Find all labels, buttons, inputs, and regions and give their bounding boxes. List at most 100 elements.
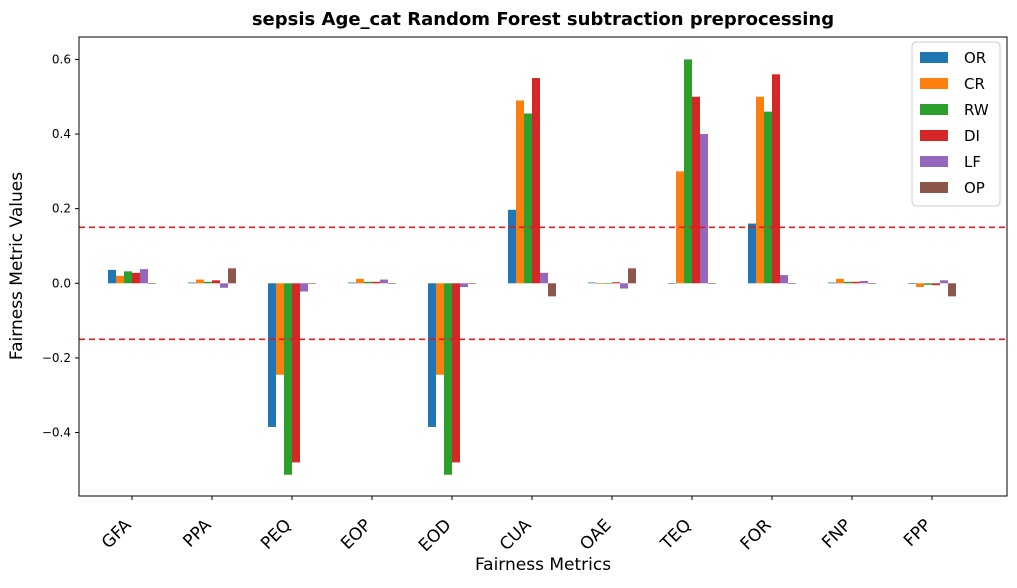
bar-di-fnp <box>852 281 860 284</box>
bar-op-oae <box>628 268 636 284</box>
bar-lf-fpp <box>940 280 948 284</box>
bar-lf-oae <box>620 283 628 289</box>
bar-lf-eop <box>380 279 388 284</box>
bar-or-eod <box>428 283 436 427</box>
legend-label-cr: CR <box>964 75 985 93</box>
bar-lf-peq <box>300 283 308 292</box>
x-tick-label: FNP <box>818 515 855 552</box>
bar-op-gfa <box>148 283 156 284</box>
x-tick-label: CUA <box>496 515 536 555</box>
bar-lf-cua <box>540 272 548 284</box>
bar-cr-oae <box>596 283 604 284</box>
bar-or-fnp <box>828 282 836 284</box>
bar-di-eod <box>452 283 460 463</box>
bar-cr-gfa <box>116 275 124 284</box>
bar-di-oae <box>612 282 620 284</box>
x-tick-label: EOP <box>337 515 375 553</box>
bar-rw-fpp <box>924 283 932 285</box>
legend-swatch-di <box>920 130 948 141</box>
x-axis: GFA PPA PEQ EOP EOD CUA OAE TEQ FOR FNP FPP <box>98 496 936 556</box>
bar-rw-teq <box>684 59 692 284</box>
plot-frame <box>78 36 1008 497</box>
legend-swatch-lf <box>920 156 948 167</box>
legend-label-op: OP <box>964 179 985 197</box>
y-tick-label: −0.2 <box>42 351 71 365</box>
bar-cr-for <box>756 96 764 284</box>
bar-cr-cua <box>516 100 524 284</box>
bar-lf-gfa <box>140 269 148 284</box>
bar-lf-teq <box>700 134 708 284</box>
legend: OR CR RW DI LF OP <box>911 41 1001 207</box>
x-tick-label: GFA <box>98 515 136 553</box>
bar-or-for <box>748 223 756 284</box>
legend-label-lf: LF <box>964 153 981 171</box>
bar-rw-fnp <box>844 281 852 284</box>
bar-op-peq <box>308 283 316 284</box>
bar-or-peq <box>268 283 276 427</box>
bar-op-ppa <box>228 268 236 284</box>
bar-op-eod <box>468 283 476 284</box>
legend-swatch-cr <box>920 78 948 89</box>
legend-swatch-op <box>920 182 948 193</box>
reference-lines <box>79 226 1007 341</box>
bar-cr-fpp <box>916 283 924 288</box>
bars-layer <box>108 59 956 475</box>
legend-label-or: OR <box>964 49 986 67</box>
bar-op-fpp <box>948 283 956 297</box>
bar-rw-oae <box>604 283 612 284</box>
bar-or-gfa <box>108 269 116 284</box>
bar-rw-ppa <box>204 281 212 284</box>
chart-title: sepsis Age_cat Random Forest subtraction… <box>252 9 834 30</box>
legend-swatch-rw <box>920 104 948 115</box>
bar-or-ppa <box>188 282 196 284</box>
bar-or-oae <box>588 282 596 284</box>
x-tick-label: FPP <box>900 515 936 551</box>
bar-lf-ppa <box>220 283 228 288</box>
bar-or-teq <box>668 283 676 284</box>
bar-cr-eod <box>436 283 444 375</box>
legend-label-di: DI <box>964 127 980 145</box>
y-tick-label: 0.4 <box>52 127 71 141</box>
bar-lf-eod <box>460 283 468 288</box>
x-tick-label: OAE <box>576 515 615 554</box>
legend-swatch-or <box>920 52 948 63</box>
bar-or-cua <box>508 209 516 284</box>
bar-rw-for <box>764 111 772 284</box>
bar-op-cua <box>548 283 556 297</box>
bar-or-eop <box>348 282 356 284</box>
bar-di-eop <box>372 281 380 284</box>
bar-or-fpp <box>908 283 916 284</box>
bar-rw-eod <box>444 283 452 475</box>
bar-cr-fnp <box>836 278 844 284</box>
x-tick-label: PEQ <box>257 515 295 553</box>
bar-di-ppa <box>212 280 220 284</box>
bar-op-fnp <box>868 283 876 284</box>
y-tick-label: 0.2 <box>52 202 71 216</box>
bar-rw-peq <box>284 283 292 475</box>
bar-di-teq <box>692 96 700 284</box>
bar-di-peq <box>292 283 300 463</box>
bar-op-teq <box>708 283 716 284</box>
bar-di-for <box>772 74 780 284</box>
y-tick-label: −0.4 <box>42 426 71 440</box>
bar-op-eop <box>388 283 396 284</box>
bar-lf-fnp <box>860 281 868 284</box>
x-tick-label: PPA <box>179 515 215 551</box>
bar-di-cua <box>532 78 540 284</box>
bar-di-fpp <box>932 283 940 286</box>
x-tick-label: EOD <box>415 515 455 555</box>
legend-label-rw: RW <box>964 101 989 119</box>
bar-rw-gfa <box>124 271 132 284</box>
x-axis-title: Fairness Metrics <box>475 555 611 575</box>
y-tick-label: 0.0 <box>52 276 71 290</box>
bar-cr-peq <box>276 283 284 375</box>
bar-cr-eop <box>356 278 364 284</box>
y-axis-title: Fairness Metric Values <box>7 172 27 360</box>
y-axis: −0.4 −0.2 0.0 0.2 0.4 0.6 <box>42 52 79 440</box>
bar-lf-for <box>780 275 788 284</box>
x-tick-label: TEQ <box>656 515 695 554</box>
legend-box <box>911 41 1001 207</box>
bar-cr-ppa <box>196 279 204 284</box>
